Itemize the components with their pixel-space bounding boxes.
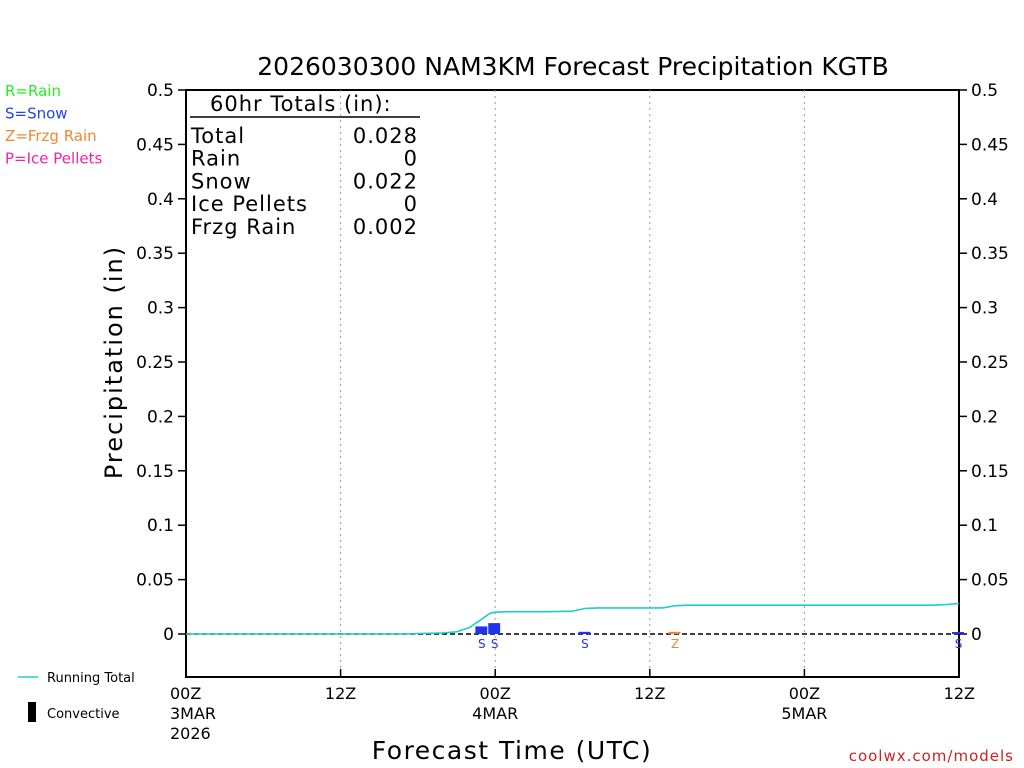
precip-bar-4: [952, 632, 964, 634]
convective-legend-swatch: [28, 702, 36, 722]
running-total-legend-label: Running Total: [47, 671, 135, 686]
y-axis-left: 0 0.05 0.1 0.15 0.2 0.25 0.3 0.35 0.4 0.45 0.5: [136, 81, 186, 645]
totals-value-0: 0.028: [353, 124, 418, 148]
y-tick-label-left-4: 0.2: [147, 407, 174, 427]
y-tick-label-right-8: 0.4: [971, 190, 998, 210]
y-axis-label: Precipitation (in): [100, 245, 128, 479]
y-tick-label-right-4: 0.2: [971, 407, 998, 427]
y-tick-label-left-8: 0.4: [147, 190, 174, 210]
x-tick-date-4: 5MAR: [781, 704, 827, 723]
chart-title: 2026030300 NAM3KM Forecast Precipitation…: [257, 52, 888, 81]
x-tick-label-0: 00Z: [170, 684, 201, 703]
y-tick-label-left-9: 0.45: [136, 135, 174, 155]
precip-bar-2: [578, 631, 591, 634]
y-tick-label-left-2: 0.1: [147, 516, 174, 536]
totals-value-2: 0.022: [353, 169, 418, 193]
y-tick-label-right-10: 0.5: [971, 81, 998, 101]
totals-label-0: Total: [190, 124, 245, 148]
y-tick-label-left-7: 0.35: [136, 244, 174, 264]
y-tick-label-right-6: 0.3: [971, 299, 998, 319]
y-tick-label-right-0: 0: [971, 625, 982, 645]
precip-type-label-1: S: [491, 637, 499, 651]
y-tick-label-left-0: 0: [163, 625, 174, 645]
plot-frame: [185, 89, 960, 678]
totals-label-3: Ice Pellets: [191, 192, 308, 216]
totals-label-2: Snow: [191, 169, 252, 193]
x-tick-label-5: 12Z: [944, 684, 975, 703]
y-tick-label-right-7: 0.35: [971, 244, 1009, 264]
y-tick-label-left-1: 0.05: [136, 571, 174, 591]
y-tick-label-right-2: 0.1: [971, 516, 998, 536]
legend-entry-3: P=Ice Pellets: [5, 150, 102, 168]
y-axis-right: 0 0.05 0.1 0.15 0.2 0.25 0.3 0.35 0.4 0.45 0.5: [959, 81, 1009, 645]
convective-legend-label: Convective: [47, 707, 120, 722]
y-tick-label-left-5: 0.25: [136, 353, 174, 373]
y-tick-label-right-3: 0.15: [971, 462, 1009, 482]
running-total-line: [186, 602, 960, 635]
credit-link[interactable]: coolwx.com/models: [849, 747, 1014, 765]
y-tick-label-left-10: 0.5: [147, 81, 174, 101]
precip-bar-1: [488, 623, 501, 634]
precip-type-label-2: S: [581, 637, 589, 651]
totals-label-4: Frzg Rain: [191, 215, 296, 239]
y-tick-label-left-3: 0.15: [136, 462, 174, 482]
legend-entry-2: Z=Frzg Rain: [5, 127, 97, 145]
x-tick-date-0: 3MAR: [170, 704, 216, 723]
legend-entry-0: R=Rain: [5, 82, 61, 100]
x-tick-label-3: 12Z: [634, 684, 665, 703]
legend-entry-1: S=Snow: [5, 105, 68, 123]
y-tick-label-right-5: 0.25: [971, 353, 1009, 373]
x-tick-label-2: 00Z: [480, 684, 511, 703]
totals-value-4: 0.002: [353, 215, 418, 239]
y-tick-label-right-1: 0.05: [971, 571, 1009, 591]
precip-type-label-4: S: [955, 637, 963, 651]
totals-label-1: Rain: [191, 147, 241, 171]
precip-bar-0: [475, 626, 488, 634]
precip-type-legend: R=Rain S=Snow Z=Frzg Rain P=Ice Pellets: [5, 82, 102, 168]
x-tick-date-2: 4MAR: [472, 704, 518, 723]
grid-lines: [340, 90, 805, 677]
precip-bar-3: [668, 631, 681, 634]
precip-type-label-0: S: [478, 637, 486, 651]
x-tick-label-1: 12Z: [325, 684, 356, 703]
precip-type-label-3: Z: [671, 637, 679, 651]
x-axis-label: Forecast Time (UTC): [372, 736, 652, 765]
totals-value-1: 0: [404, 147, 418, 171]
totals-header: 60hr Totals (in):: [210, 92, 392, 116]
totals-value-3: 0: [404, 192, 418, 216]
y-tick-label-right-9: 0.45: [971, 135, 1009, 155]
totals-box: 60hr Totals (in): Total 0.028 Rain 0 Snow 0.0…: [190, 92, 420, 239]
x-tick-label-4: 00Z: [789, 684, 820, 703]
y-tick-label-left-6: 0.3: [147, 299, 174, 319]
x-tick-year-0: 2026: [170, 724, 211, 743]
